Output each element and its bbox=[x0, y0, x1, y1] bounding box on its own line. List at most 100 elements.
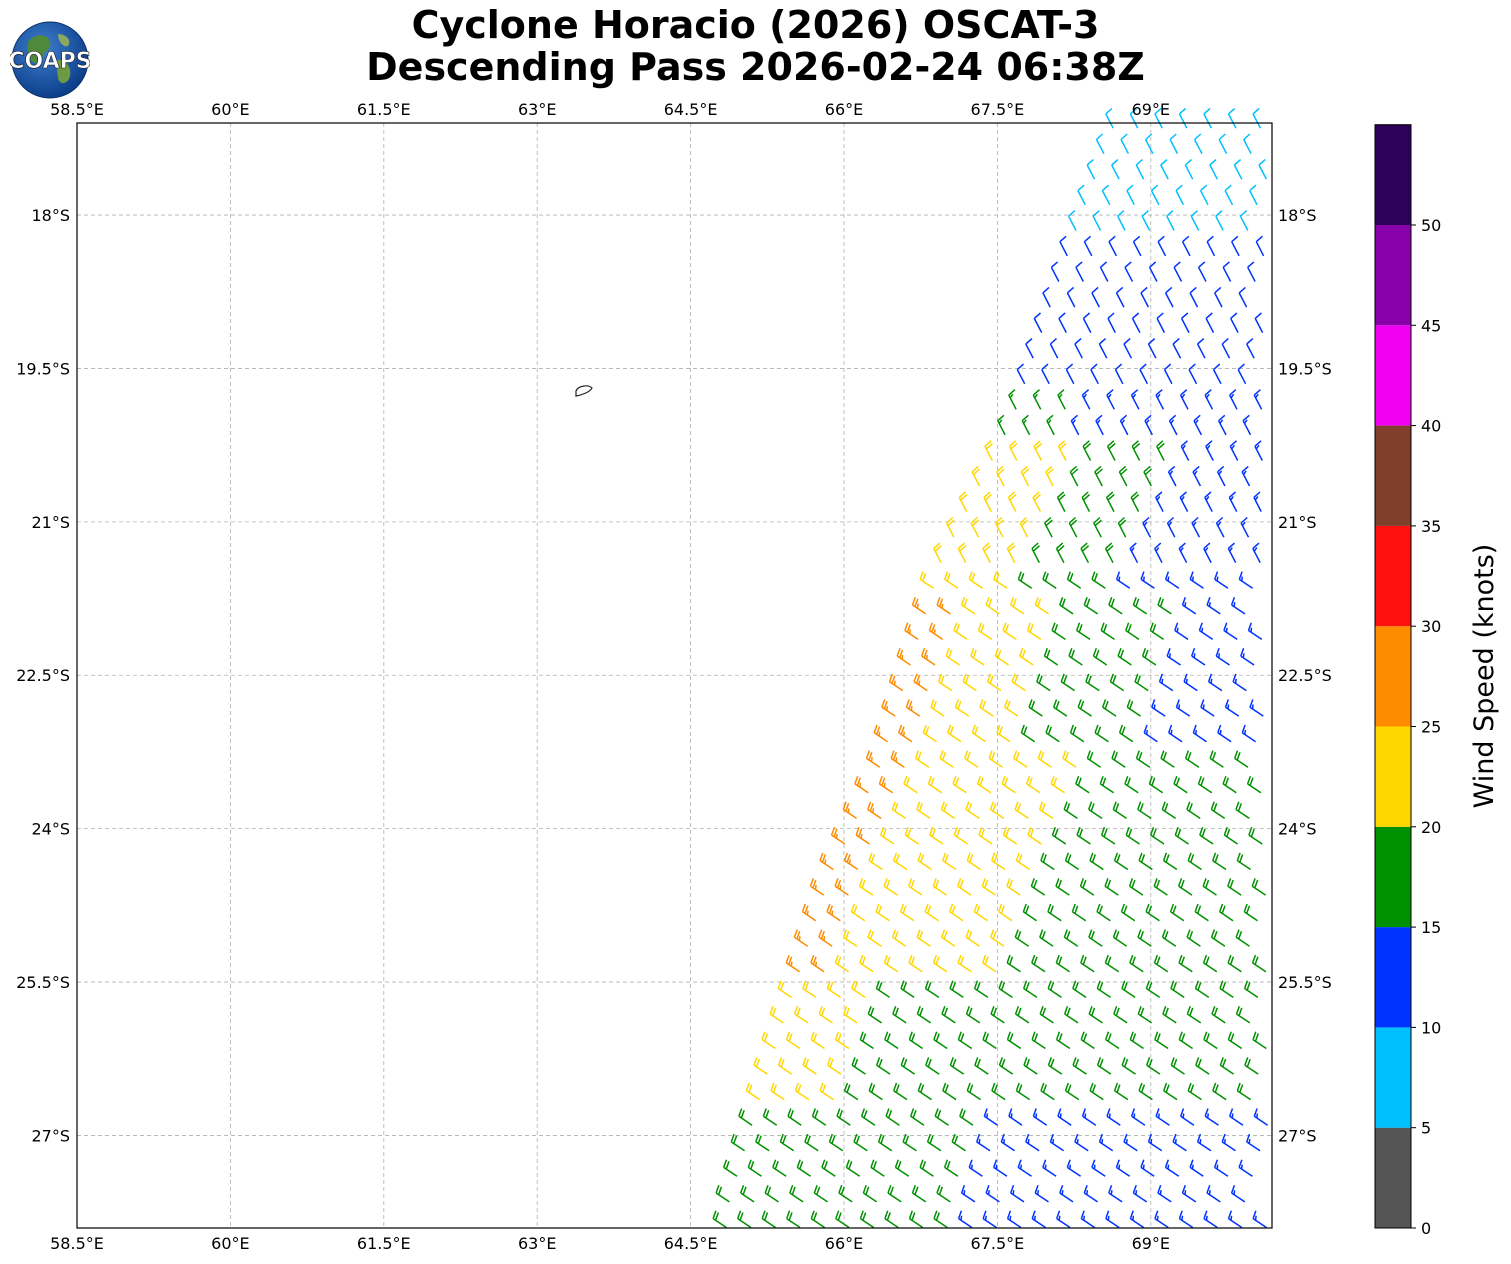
wind-barb bbox=[953, 827, 969, 845]
wind-barb bbox=[1203, 107, 1212, 129]
wind-barb bbox=[1074, 338, 1083, 359]
wind-barb bbox=[1181, 235, 1191, 257]
wind-barb bbox=[928, 622, 944, 641]
wind-barb bbox=[1065, 363, 1075, 385]
wind-barb bbox=[810, 1031, 825, 1050]
wind-barb bbox=[1187, 1082, 1202, 1101]
wind-barb bbox=[1128, 878, 1144, 896]
wind-barb bbox=[1215, 648, 1230, 666]
wind-barb bbox=[908, 954, 923, 973]
wind-barb bbox=[1170, 980, 1185, 999]
wind-barb bbox=[819, 1082, 834, 1101]
wind-barb bbox=[1167, 724, 1183, 743]
wind-barb bbox=[1089, 852, 1104, 871]
logo-text: COAPS bbox=[10, 49, 90, 74]
wind-barb bbox=[1093, 516, 1102, 538]
wind-barb bbox=[1059, 596, 1074, 615]
wind-barb bbox=[1240, 516, 1250, 538]
wind-barb bbox=[1020, 724, 1036, 743]
wind-barb bbox=[1190, 648, 1206, 666]
wind-barb bbox=[1230, 596, 1246, 615]
wind-barb bbox=[1066, 1159, 1082, 1177]
wind-barb bbox=[1168, 414, 1178, 436]
wind-barb bbox=[1156, 312, 1166, 333]
wind-barb bbox=[1006, 542, 1016, 564]
wind-barb bbox=[997, 414, 1006, 436]
wind-barb bbox=[1157, 235, 1167, 257]
colorbar-bin bbox=[1375, 425, 1411, 526]
wind-barb bbox=[1016, 363, 1026, 385]
wind-barb bbox=[1055, 542, 1065, 564]
wind-barb bbox=[927, 775, 943, 794]
wind-barb bbox=[1021, 414, 1031, 436]
wind-barb bbox=[1129, 1210, 1145, 1229]
colorbar-tick-label: 20 bbox=[1421, 818, 1441, 837]
wind-barb bbox=[1109, 673, 1125, 692]
wind-barb bbox=[1081, 389, 1091, 410]
wind-barb bbox=[1039, 929, 1054, 947]
wind-barb bbox=[883, 878, 898, 896]
wind-barb bbox=[1063, 929, 1079, 947]
wind-barb bbox=[1105, 107, 1114, 129]
lon-tick-top: 69°E bbox=[1132, 100, 1170, 119]
wind-barb bbox=[971, 465, 981, 487]
wind-barb bbox=[998, 1057, 1014, 1075]
wind-barb bbox=[945, 516, 955, 538]
wind-barb bbox=[897, 724, 913, 743]
wind-barb bbox=[1042, 571, 1057, 589]
wind-barb bbox=[943, 571, 959, 589]
wind-barb bbox=[762, 1108, 778, 1126]
wind-barb bbox=[979, 699, 994, 717]
wind-barb bbox=[787, 1108, 802, 1126]
wind-barb bbox=[843, 852, 859, 871]
wind-barb bbox=[1219, 980, 1234, 999]
wind-barb bbox=[1060, 673, 1076, 692]
map-frame bbox=[76, 122, 1273, 1229]
wind-barb bbox=[1077, 184, 1086, 206]
wind-barb bbox=[996, 465, 1005, 487]
wind-barb bbox=[1205, 440, 1214, 461]
lon-tick-bottom: 63°E bbox=[518, 1234, 556, 1253]
lat-tick-left: 19.5°S bbox=[16, 359, 70, 378]
wind-barb bbox=[1096, 980, 1112, 999]
wind-barb bbox=[1254, 312, 1264, 333]
wind-barb bbox=[1241, 465, 1251, 487]
wind-barb bbox=[940, 929, 956, 947]
wind-barb bbox=[1063, 1006, 1079, 1024]
wind-barb bbox=[1096, 1057, 1112, 1075]
wind-barb bbox=[936, 596, 951, 615]
wind-barb bbox=[1108, 1184, 1123, 1203]
chart-title: Cyclone Horacio (2026) OSCAT-3 Descendin… bbox=[0, 4, 1511, 88]
wind-barb bbox=[1045, 724, 1060, 743]
wind-barb bbox=[1192, 724, 1207, 743]
wind-barb bbox=[1091, 1159, 1106, 1177]
wind-barb bbox=[1224, 699, 1240, 717]
wind-barb bbox=[1104, 878, 1119, 896]
wind-barb bbox=[916, 929, 931, 947]
lon-tick-bottom: 67.5°E bbox=[971, 1234, 1025, 1253]
wind-barb bbox=[1147, 1133, 1163, 1152]
wind-barb bbox=[1092, 648, 1108, 666]
wind-barb bbox=[1069, 465, 1079, 487]
wind-barb bbox=[1211, 852, 1227, 871]
wind-barb bbox=[1075, 261, 1084, 282]
wind-barb bbox=[941, 1006, 956, 1024]
globe-logo-icon: COAPS bbox=[10, 21, 90, 99]
wind-barb bbox=[1144, 133, 1154, 155]
wind-barb bbox=[867, 929, 882, 947]
wind-barb bbox=[1164, 1159, 1180, 1177]
wind-barb bbox=[730, 1133, 746, 1152]
wind-barb bbox=[1147, 338, 1157, 359]
wind-barb bbox=[957, 542, 967, 564]
wind-barb bbox=[1206, 596, 1221, 615]
wind-barb bbox=[1066, 286, 1076, 308]
wind-barb bbox=[1045, 465, 1054, 487]
wind-barb bbox=[973, 980, 989, 999]
wind-barb bbox=[1088, 929, 1103, 947]
wind-barb bbox=[1062, 750, 1077, 768]
wind-barb bbox=[1216, 465, 1226, 487]
wind-barb bbox=[1148, 775, 1164, 794]
wind-barb bbox=[1106, 389, 1115, 410]
wind-barb bbox=[1254, 440, 1263, 461]
wind-barb bbox=[1130, 1108, 1146, 1126]
